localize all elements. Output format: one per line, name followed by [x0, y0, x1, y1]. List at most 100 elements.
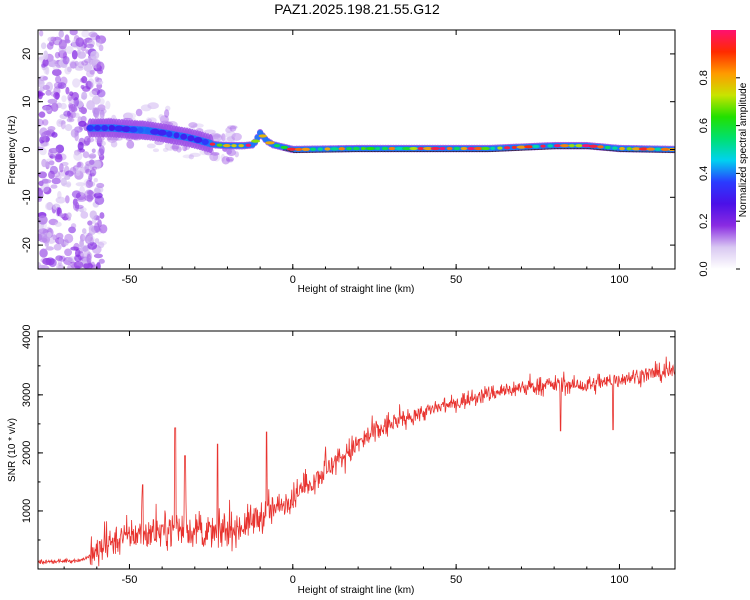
noise-blob	[82, 151, 90, 159]
noise-blob	[41, 178, 52, 184]
noise-blob	[93, 192, 103, 199]
noise-blob	[58, 236, 64, 245]
ridge-core	[101, 124, 109, 131]
ridge-edge	[283, 149, 287, 151]
noise-blob	[43, 50, 49, 61]
noise-blob	[57, 82, 67, 89]
ridge-edge	[472, 151, 477, 152]
ridge-core	[446, 146, 453, 151]
ridge-edge	[671, 151, 675, 153]
ridge-edge	[492, 150, 497, 152]
noise-blob	[89, 168, 97, 177]
noise-blob	[45, 202, 54, 211]
ridge-core	[274, 144, 281, 148]
ridge-edge	[354, 151, 359, 152]
noise-blob	[74, 204, 84, 209]
noise-blob	[56, 262, 64, 269]
noise-blob	[66, 117, 75, 123]
ridge-core	[144, 127, 151, 134]
noise-blob	[84, 164, 90, 174]
ridge-core	[540, 144, 546, 148]
ridge-edge	[430, 151, 434, 152]
ridge-core	[417, 146, 425, 151]
ridge-core	[360, 146, 366, 151]
noise-blob	[88, 153, 97, 159]
noise-blob	[65, 46, 74, 55]
noise-blob	[53, 243, 62, 251]
noise-blob	[81, 60, 89, 66]
ridge-core	[150, 128, 160, 135]
ridge-core	[516, 145, 527, 149]
ridge-core	[173, 132, 180, 139]
ridge-edge	[590, 148, 595, 150]
noise-blob	[38, 264, 46, 269]
ridge-core	[568, 144, 575, 148]
noise-blob	[71, 50, 78, 60]
ridge-edge	[403, 151, 408, 152]
noise-blob	[85, 168, 92, 175]
noise-blob	[188, 122, 198, 128]
ridge-edge	[567, 148, 572, 150]
noise-blob	[49, 165, 59, 175]
ridge-edge	[348, 151, 353, 153]
ridge-edge	[443, 151, 448, 152]
noise-blob	[72, 166, 81, 174]
ridge-edge	[550, 148, 555, 150]
ridge-edge	[475, 151, 480, 152]
ridge-core	[497, 146, 503, 150]
noise-blob	[93, 187, 101, 194]
ridge-edge	[381, 151, 385, 152]
y-tick-label: -20	[21, 237, 33, 253]
ridge-core	[352, 146, 360, 151]
noise-blob	[231, 132, 242, 141]
ridge-edge	[541, 148, 546, 150]
ridge-edge	[426, 151, 431, 152]
ridge-core	[375, 146, 381, 151]
noise-blob	[97, 241, 105, 249]
noise-blob	[87, 220, 93, 226]
noise-blob	[64, 66, 72, 75]
noise-blob	[79, 207, 84, 213]
ridge-edge	[557, 148, 562, 150]
noise-blob	[83, 63, 93, 72]
noise-blob	[50, 184, 58, 189]
ridge-edge	[645, 151, 650, 153]
noise-blob	[64, 195, 70, 204]
y-tick-label: 4000	[21, 325, 33, 349]
ridge-edge	[322, 151, 327, 153]
noise-blob	[65, 86, 70, 95]
noise-blob	[59, 213, 65, 218]
ridge-core	[216, 143, 223, 147]
ridge-edge	[387, 151, 392, 152]
ridge-edge	[318, 151, 323, 153]
ridge-edge	[554, 148, 559, 150]
noise-blob	[64, 248, 73, 257]
ridge-core	[180, 133, 188, 140]
noise-blob	[88, 173, 93, 183]
noise-blob	[38, 171, 47, 179]
ridge-edge	[612, 150, 617, 152]
noise-blob	[83, 135, 91, 146]
ridge-edge	[580, 148, 585, 150]
ridge-edge	[374, 151, 379, 152]
ridge-core	[324, 147, 331, 151]
noise-blob	[62, 56, 70, 65]
ridge-core	[597, 145, 604, 149]
noise-blob	[97, 148, 105, 158]
ridge-edge	[511, 150, 516, 151]
noise-blob	[95, 38, 102, 48]
ridge-edge	[528, 149, 532, 151]
noise-blob	[100, 141, 106, 146]
ridge-core	[294, 147, 303, 152]
ridge-core	[524, 145, 534, 149]
ridge-core	[265, 141, 275, 145]
noise-blob	[99, 212, 105, 219]
ridge-edge	[586, 148, 591, 150]
ridge-edge	[616, 150, 621, 152]
noise-blob	[63, 110, 71, 117]
ridge-core	[626, 147, 633, 151]
noise-blob	[90, 264, 101, 269]
colorbar-tick-label: 0.2	[698, 214, 710, 229]
snr-x-label: Height of straight line (km)	[298, 585, 415, 596]
colorbar-tick-label: 0.8	[698, 70, 710, 85]
